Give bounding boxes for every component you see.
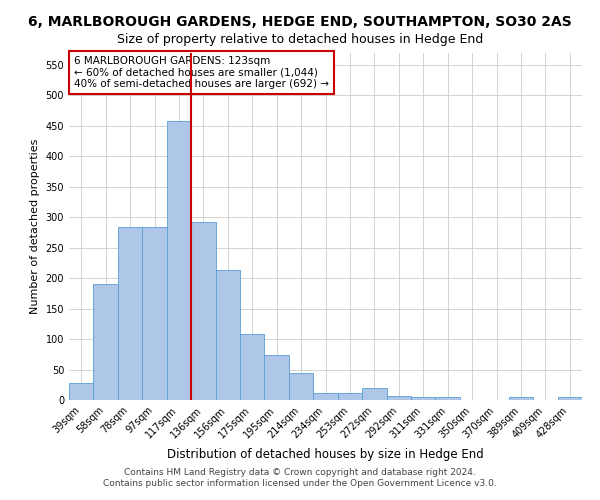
Bar xyxy=(167,122,191,400)
Bar xyxy=(69,383,94,400)
Bar xyxy=(191,222,215,400)
Bar xyxy=(509,397,533,400)
Bar xyxy=(118,227,142,400)
Bar xyxy=(411,397,436,400)
Bar xyxy=(142,227,167,400)
Bar xyxy=(240,334,265,400)
Bar xyxy=(338,394,362,400)
Text: 6, MARLBOROUGH GARDENS, HEDGE END, SOUTHAMPTON, SO30 2AS: 6, MARLBOROUGH GARDENS, HEDGE END, SOUTH… xyxy=(28,15,572,29)
Y-axis label: Number of detached properties: Number of detached properties xyxy=(30,138,40,314)
Bar xyxy=(313,392,338,400)
X-axis label: Distribution of detached houses by size in Hedge End: Distribution of detached houses by size … xyxy=(167,448,484,461)
Text: 6 MARLBOROUGH GARDENS: 123sqm
← 60% of detached houses are smaller (1,044)
40% o: 6 MARLBOROUGH GARDENS: 123sqm ← 60% of d… xyxy=(74,56,329,89)
Bar xyxy=(436,397,460,400)
Text: Size of property relative to detached houses in Hedge End: Size of property relative to detached ho… xyxy=(117,32,483,46)
Bar xyxy=(265,356,289,400)
Text: Contains HM Land Registry data © Crown copyright and database right 2024.
Contai: Contains HM Land Registry data © Crown c… xyxy=(103,468,497,487)
Bar xyxy=(215,270,240,400)
Bar xyxy=(557,397,582,400)
Bar xyxy=(94,284,118,400)
Bar xyxy=(362,388,386,400)
Bar xyxy=(386,396,411,400)
Bar xyxy=(289,372,313,400)
